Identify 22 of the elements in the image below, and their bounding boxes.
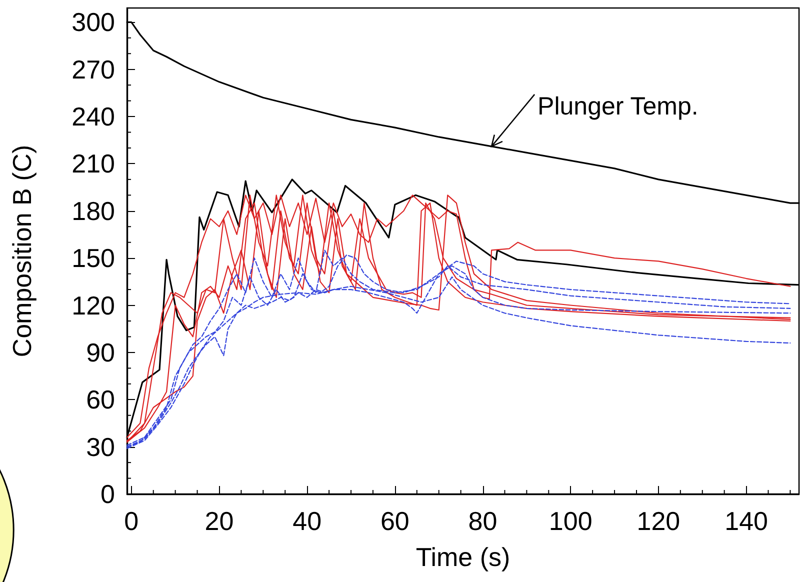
x-tick-label: 0 [124,506,139,536]
y-tick-label: 270 [72,54,115,84]
y-tick-label: 90 [86,337,115,368]
x-axis-title: Time (s) [416,542,510,572]
y-axis-title: Composition B (C) [7,144,37,358]
y-tick-label: 0 [100,479,115,509]
y-tick-label: 120 [72,290,115,320]
y-tick-label: 150 [72,243,115,274]
annotation: Plunger Temp. [538,92,698,120]
y-tick-label: 210 [72,148,115,179]
y-tick-label: 30 [86,432,115,462]
x-tick-label: 140 [724,506,768,536]
y-tick-label: 60 [86,384,115,415]
x-tick-label: 120 [636,506,680,536]
x-tick-label: 20 [204,506,234,536]
y-tick-label: 180 [72,196,115,226]
x-tick-label: 60 [380,506,410,536]
y-tick-label: 300 [72,7,115,38]
x-tick-label: 100 [548,506,592,536]
x-tick-label: 40 [292,506,322,536]
y-tick-label: 240 [72,102,115,132]
x-tick-label: 80 [468,506,498,536]
